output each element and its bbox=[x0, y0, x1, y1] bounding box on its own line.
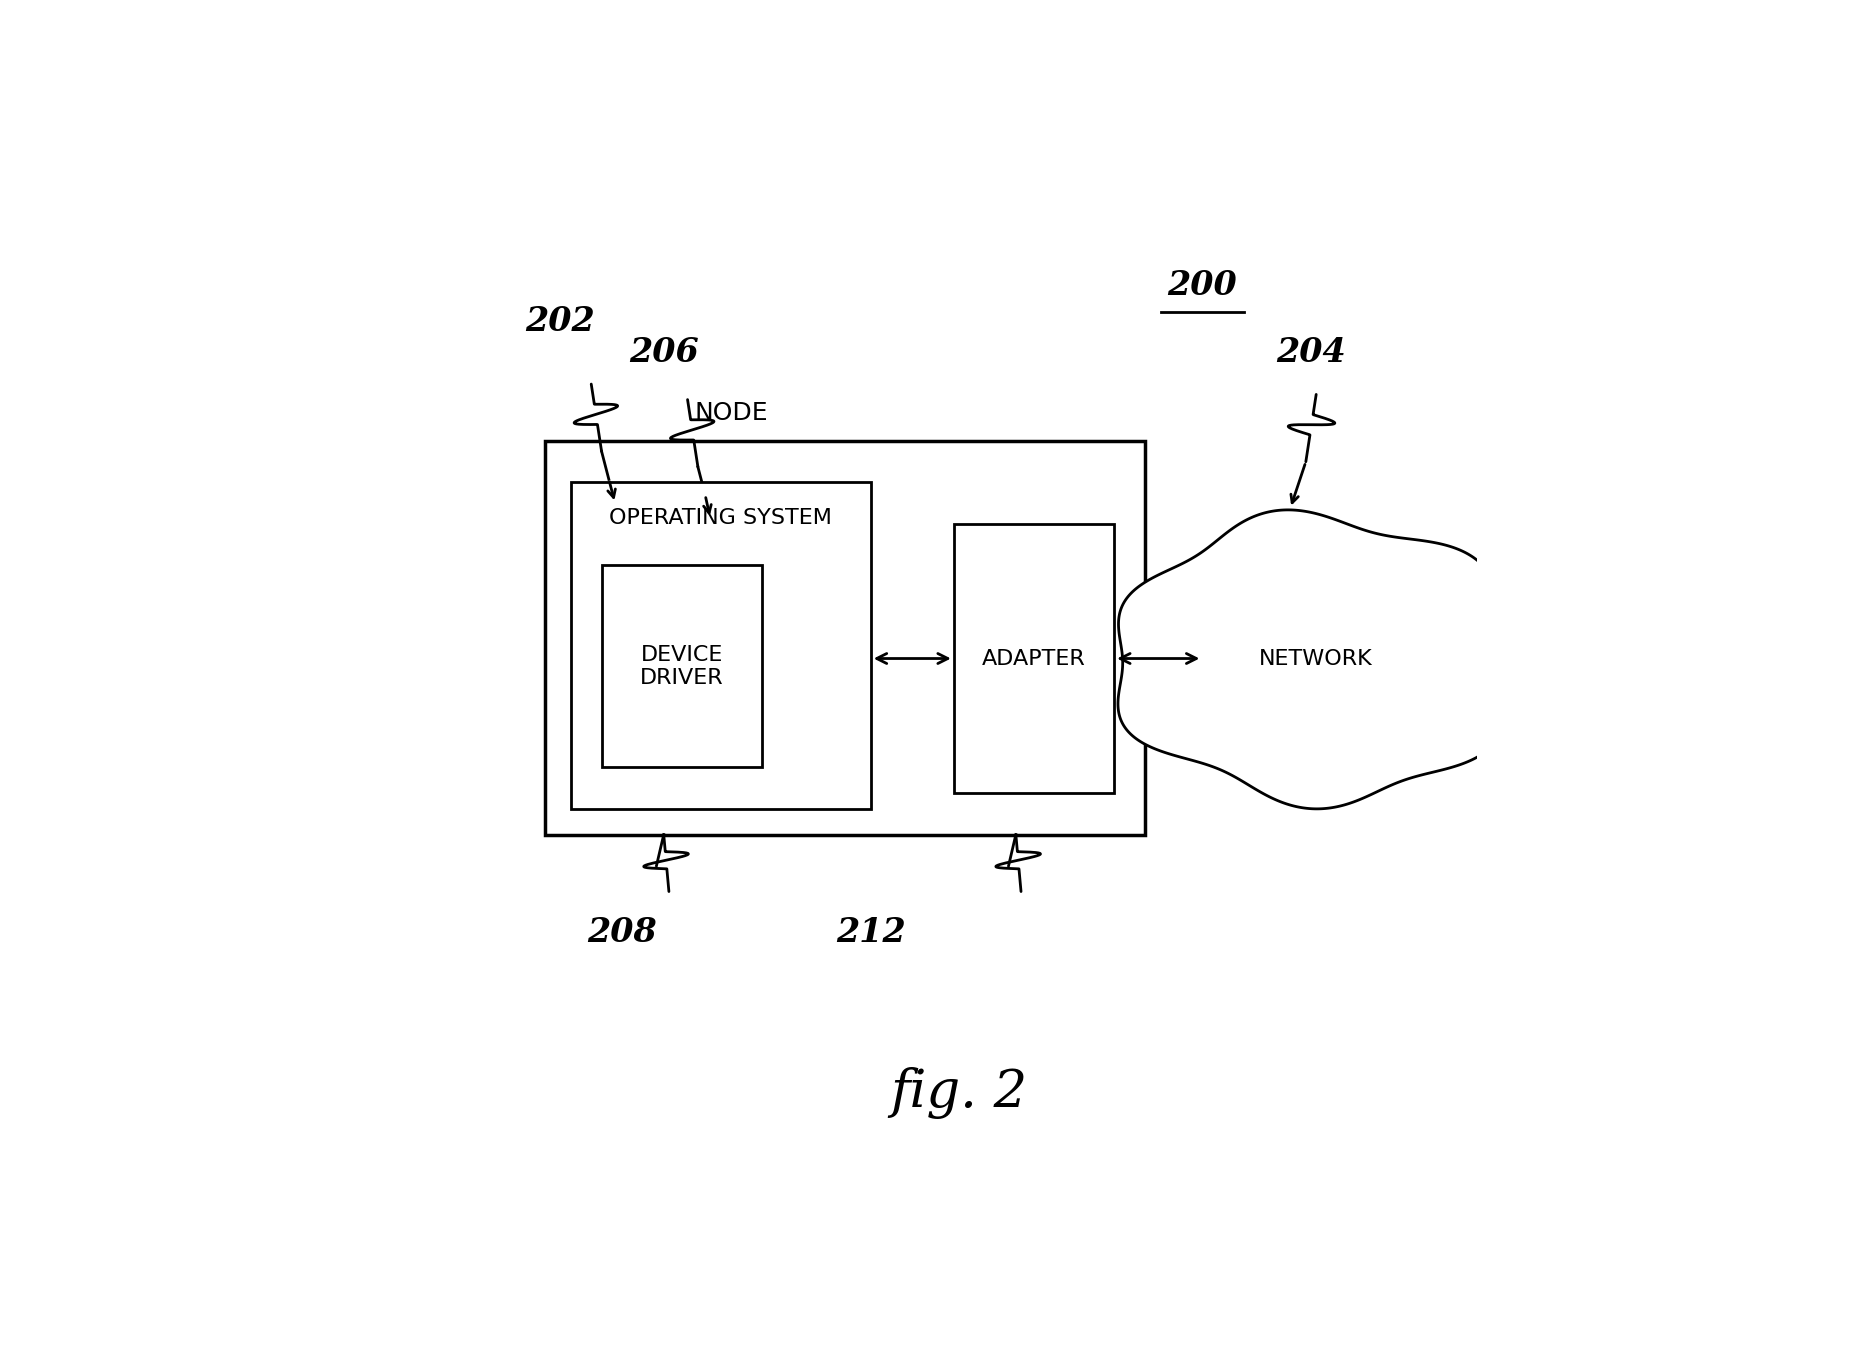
Text: 206: 206 bbox=[629, 336, 698, 370]
Bar bbox=[544, 441, 1145, 834]
Text: fig. 2: fig. 2 bbox=[891, 1068, 1027, 1119]
Text: OPERATING SYSTEM: OPERATING SYSTEM bbox=[610, 508, 833, 529]
Polygon shape bbox=[1119, 510, 1544, 808]
Text: 212: 212 bbox=[836, 916, 906, 950]
Bar bbox=[571, 483, 870, 808]
Text: ADAPTER: ADAPTER bbox=[982, 648, 1085, 668]
Text: 204: 204 bbox=[1276, 336, 1345, 370]
Text: 202: 202 bbox=[526, 305, 595, 339]
Bar bbox=[954, 525, 1115, 794]
Text: NODE: NODE bbox=[694, 402, 767, 425]
Text: NETWORK: NETWORK bbox=[1259, 648, 1373, 668]
Text: DEVICE
DRIVER: DEVICE DRIVER bbox=[640, 644, 724, 687]
Bar bbox=[602, 565, 761, 767]
Text: 208: 208 bbox=[587, 916, 657, 950]
Text: 200: 200 bbox=[1168, 269, 1237, 303]
